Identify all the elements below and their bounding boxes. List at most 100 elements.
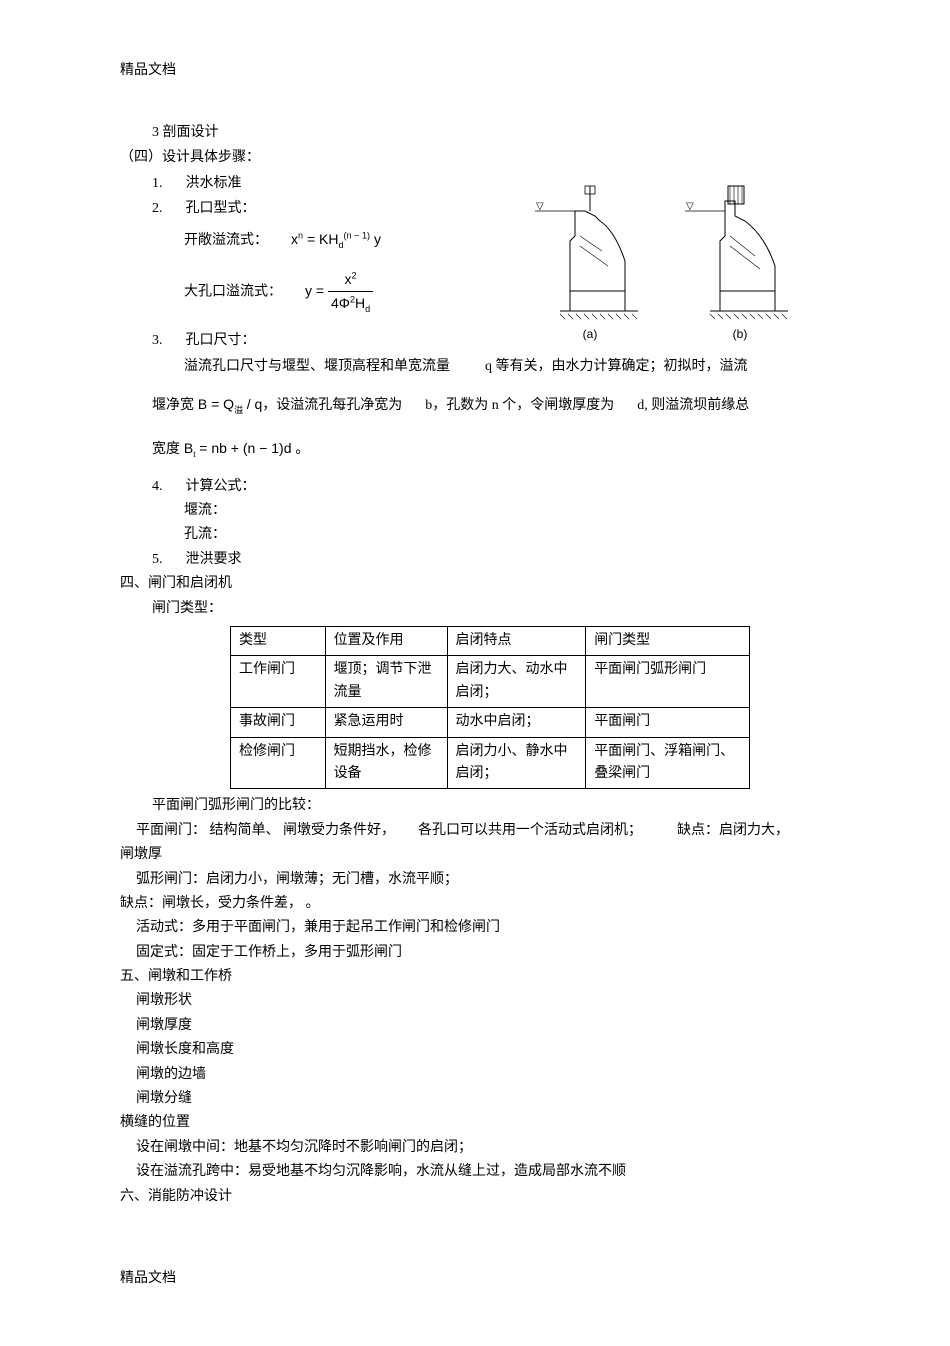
td: 检修闸门 [231,737,326,789]
big-frac: x2 4Φ2Hd [328,268,373,316]
line3b-b: / q，设溢流孔每孔净宽为 [247,396,403,412]
header-text: 精品文档 [120,60,830,82]
figure-column: ▽ (a) [500,171,830,344]
line3b-c: b，孔数为 n 个，令闸墩厚度为 [425,398,614,413]
cross1: 设在闸墩中间：地基不均匀沉降时不影响闸门的启闭； [120,1137,830,1159]
plane-c: 缺点：启闭力大， [677,823,789,838]
item4-text: 计算公式： [186,479,256,494]
plane-b: 各孔口可以共用一个活动式启闭机； [418,823,642,838]
big-H: H [355,295,365,311]
plane-a: 平面闸门： 结构简单、 闸墩受力条件好， [136,823,395,838]
big-y: y = [305,283,328,299]
mobile-line: 活动式：多用于平面闸门，兼用于起吊工作闸门和检修闸门 [120,917,830,939]
td: 事故闸门 [231,708,326,737]
footer-text: 精品文档 [120,1268,830,1290]
page-content: 3 剖面设计 （四）设计具体步骤： 1. 洪水标准 2. 孔口型式： 开敞溢流式… [120,122,830,1208]
td: 启闭力大、动水中启闭； [447,656,586,708]
figure-b: ▽ (b) [680,181,800,344]
svg-text:▽: ▽ [536,201,544,212]
plane-line: 平面闸门： 结构简单、 闸墩受力条件好， 各孔口可以共用一个活动式启闭机； 缺点… [120,820,830,842]
td: 启闭力小、静水中启闭； [447,737,586,789]
line3c-a: 宽度 B [152,440,193,456]
line3b-a: 堰净宽 B = Q [152,396,234,412]
item4-row: 4. 计算公式： [120,476,830,498]
sec6-head: 六、消能防冲设计 [120,1186,830,1208]
table-header-row: 类型 位置及作用 启闭特点 闸门类型 [231,626,750,655]
td: 平面闸门 [586,708,750,737]
plane-d: 闸墩厚 [120,844,830,866]
line3a-a: 溢流孔口尺寸与堰型、堰顶高程和单宽流量 [184,359,450,374]
text-column: 1. 洪水标准 2. 孔口型式： 开敞溢流式： xn = KHd(n − 1) … [120,171,500,354]
step-head: （四）设计具体步骤： [120,147,830,169]
open-x: x [291,231,298,247]
th-3: 闸门类型 [586,626,750,655]
figure-a: ▽ (a) [530,181,650,344]
big-num-x: x [345,271,352,287]
sec5-l2: 闸墩长度和高度 [120,1039,830,1061]
sec5-l1: 闸墩厚度 [120,1015,830,1037]
td: 动水中启闭； [447,708,586,737]
open-n1: (n − 1) [344,230,371,240]
th-2: 启闭特点 [447,626,586,655]
line3b: 堰净宽 B = Q溢 / q，设溢流孔每孔净宽为 b，孔数为 n 个，令闸墩厚度… [120,393,830,417]
open-eq: = KH [307,231,339,247]
line3b-sub: 溢 [234,405,243,415]
sec5-l0: 闸墩形状 [120,990,830,1012]
line3c: 宽度 Bt = nb + (n − 1)d 。 [120,437,830,461]
figure-pair: ▽ (a) [500,181,830,344]
td: 紧急运用时 [325,708,447,737]
item1-text: 洪水标准 [186,176,242,191]
open-formula-line: 开敞溢流式： xn = KHd(n − 1) y [120,228,500,252]
item5-text: 泄洪要求 [186,552,242,567]
line3c-sub: t [193,449,196,459]
sec3-title: 3 剖面设计 [120,122,830,144]
gate-type-label: 闸门类型： [120,598,830,620]
figure-a-label: (a) [530,325,650,344]
item3-text: 孔口尺寸： [186,333,256,348]
table-row: 事故闸门 紧急运用时 动水中启闭； 平面闸门 [231,708,750,737]
big-formula: y = x2 4Φ2Hd [305,268,373,316]
open-y: y [374,231,381,247]
item4-b: 孔流： [120,524,830,546]
td: 工作闸门 [231,656,326,708]
item1-num: 1. [152,176,163,191]
item4-a: 堰流： [120,500,830,522]
arc-bad: 缺点：闸墩长，受力条件差， 。 [120,893,830,915]
td: 平面闸门弧形闸门 [586,656,750,708]
big-num-2: 2 [352,271,357,281]
item2-row: 2. 孔口型式： [120,198,500,220]
sec5-head: 五、闸墩和工作桥 [120,966,830,988]
arc-line: 弧形闸门：启闭力小，闸墩薄；无门槽，水流平顺； [120,869,830,891]
item2-num: 2. [152,201,163,216]
big-4phi: 4Φ [331,295,350,311]
item4-num: 4. [152,479,163,494]
cross-head: 横缝的位置 [120,1112,830,1134]
item1-row: 1. 洪水标准 [120,173,500,195]
open-d: d [338,240,343,250]
section-with-figure: 1. 洪水标准 2. 孔口型式： 开敞溢流式： xn = KHd(n − 1) … [120,171,830,354]
item5-num: 5. [152,552,163,567]
sec4-head: 四、闸门和启闭机 [120,573,830,595]
open-n: n [298,230,303,240]
cross2: 设在溢流孔跨中：易受地基不均匀沉降影响，水流从缝上过，造成局部水流不顺 [120,1161,830,1183]
td: 堰顶；调节下泄流量 [325,656,447,708]
th-1: 位置及作用 [325,626,447,655]
open-formula: xn = KHd(n − 1) y [291,228,381,252]
big-label: 大孔口溢流式： [184,285,282,300]
item3-num: 3. [152,333,163,348]
table-row: 检修闸门 短期挡水，检修设备 启闭力小、静水中启闭； 平面闸门、浮箱闸门、叠梁闸… [231,737,750,789]
line3a: 溢流孔口尺寸与堰型、堰顶高程和单宽流量 q 等有关，由水力计算确定；初拟时，溢流 [120,356,830,378]
gate-table: 类型 位置及作用 启闭特点 闸门类型 工作闸门 堰顶；调节下泄流量 启闭力大、动… [230,626,750,789]
svg-text:▽: ▽ [686,201,694,212]
item3-row: 3. 孔口尺寸： [120,330,500,352]
td: 平面闸门、浮箱闸门、叠梁闸门 [586,737,750,789]
line3b-d: d, 则溢流坝前缘总 [637,398,749,413]
item2-text: 孔口型式： [186,201,256,216]
big-d: d [365,304,370,314]
td: 短期挡水，检修设备 [325,737,447,789]
table-row: 工作闸门 堰顶；调节下泄流量 启闭力大、动水中启闭； 平面闸门弧形闸门 [231,656,750,708]
compare-head: 平面闸门弧形闸门的比较： [120,795,830,817]
fixed-line: 固定式：固定于工作桥上，多用于弧形闸门 [120,942,830,964]
line3a-q: q 等有关，由水力计算确定；初拟时，溢流 [485,359,748,374]
item5-row: 5. 泄洪要求 [120,549,830,571]
